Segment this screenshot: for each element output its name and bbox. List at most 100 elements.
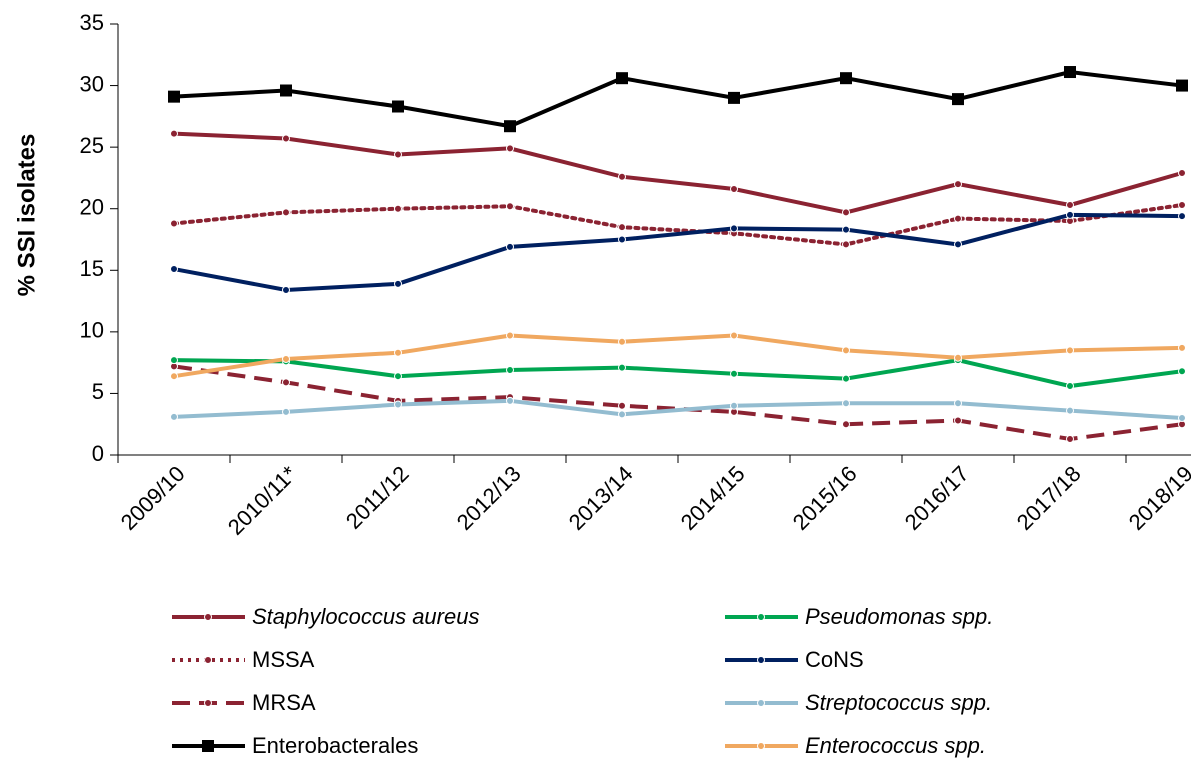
legend-label: Enterococcus spp.: [805, 733, 986, 758]
x-tick-label: 2009/10: [116, 461, 190, 535]
y-tick-label: 5: [92, 379, 104, 404]
data-point: [1066, 346, 1074, 355]
data-point: [282, 378, 290, 387]
data-point: [394, 279, 402, 288]
data-point: [618, 401, 626, 410]
data-point: [282, 208, 290, 217]
y-tick-label: 20: [80, 195, 104, 220]
x-tick-label: 2010/11*: [223, 461, 302, 540]
legend-marker: [757, 742, 765, 750]
data-point: [168, 90, 180, 103]
series-line: [173, 212, 1183, 292]
legend-label: Staphylococcus aureus: [252, 604, 479, 629]
data-point: [170, 372, 178, 381]
data-point: [282, 134, 290, 143]
data-point: [170, 129, 178, 138]
x-tick-label: 2014/15: [676, 461, 750, 535]
series-line: [173, 364, 1183, 442]
x-tick-label: 2011/12: [341, 461, 414, 534]
legend-label: CoNS: [805, 647, 864, 672]
data-point: [506, 396, 514, 405]
series-line: [173, 358, 1183, 389]
data-point: [506, 202, 514, 211]
data-point: [506, 242, 514, 251]
legend-label: MRSA: [252, 690, 316, 715]
data-point: [730, 331, 738, 340]
legend-label: MSSA: [252, 647, 315, 672]
data-point: [394, 204, 402, 213]
data-point: [954, 416, 962, 425]
legend-label: Pseudomonas spp.: [805, 604, 993, 629]
y-tick-label: 35: [80, 10, 104, 35]
data-point: [1176, 79, 1188, 92]
data-point: [618, 410, 626, 419]
legend-marker: [757, 613, 765, 621]
data-point: [282, 285, 290, 294]
data-point: [842, 208, 850, 217]
data-point: [394, 372, 402, 381]
legend-marker: [202, 740, 214, 752]
data-point: [730, 185, 738, 194]
x-tick-label: 2016/17: [900, 461, 974, 535]
data-point: [1178, 169, 1186, 178]
data-point: [1178, 201, 1186, 210]
data-point: [394, 348, 402, 357]
legend-marker: [757, 699, 765, 707]
series-line: [173, 131, 1183, 215]
data-point: [1066, 210, 1074, 219]
data-point: [618, 172, 626, 181]
data-point: [1066, 201, 1074, 210]
x-tick-label: 2012/13: [452, 461, 526, 535]
data-point: [730, 401, 738, 410]
data-point: [506, 331, 514, 340]
y-tick-label: 0: [92, 441, 104, 466]
data-point: [506, 366, 514, 375]
legend-label: Streptococcus spp.: [805, 690, 992, 715]
data-point: [616, 72, 628, 85]
legend-label: Enterobacterales: [252, 733, 418, 758]
data-point: [730, 224, 738, 233]
data-point: [842, 420, 850, 429]
x-tick-label: 2013/14: [564, 461, 638, 535]
series-line: [172, 203, 1184, 247]
data-point: [280, 84, 292, 97]
data-point: [618, 235, 626, 244]
data-point: [618, 363, 626, 372]
data-point: [504, 120, 516, 133]
data-point: [1178, 343, 1186, 352]
data-point: [954, 240, 962, 249]
legend-marker: [204, 613, 212, 621]
series-line: [173, 398, 1183, 421]
data-point: [842, 374, 850, 383]
data-point: [392, 100, 404, 113]
data-point: [1064, 66, 1076, 79]
y-tick-label: 30: [80, 71, 104, 96]
data-point: [282, 407, 290, 416]
data-point: [730, 369, 738, 378]
y-tick-label: 25: [80, 133, 104, 158]
data-point: [954, 353, 962, 362]
x-tick-label: 2018/19: [1124, 461, 1191, 535]
y-axis-label: % SSI isolates: [13, 134, 40, 297]
data-point: [842, 346, 850, 355]
series-line: [173, 333, 1183, 379]
x-tick-label: 2015/16: [788, 461, 862, 535]
data-point: [842, 225, 850, 234]
data-point: [1066, 382, 1074, 391]
data-point: [1178, 367, 1186, 376]
data-point: [394, 150, 402, 159]
data-point: [1178, 212, 1186, 221]
data-point: [842, 240, 850, 249]
legend-marker: [204, 656, 212, 664]
data-point: [1066, 434, 1074, 443]
data-point: [170, 265, 178, 274]
y-tick-label: 10: [80, 318, 104, 343]
data-point: [728, 91, 740, 104]
data-point: [506, 144, 514, 153]
data-point: [954, 214, 962, 223]
data-point: [170, 412, 178, 421]
data-point: [618, 223, 626, 232]
data-point: [954, 399, 962, 408]
data-point: [170, 219, 178, 228]
